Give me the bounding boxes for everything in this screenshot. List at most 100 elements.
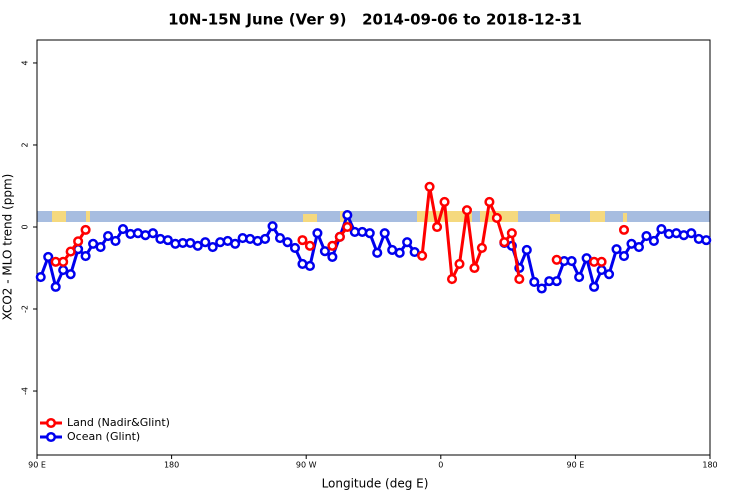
series-point xyxy=(469,262,480,274)
legend-label: Ocean (Glint) xyxy=(67,430,140,443)
x-tick-label: 0 xyxy=(438,461,443,470)
land-patch xyxy=(623,213,627,222)
y-tick-label: -2 xyxy=(21,305,30,313)
x-tick-label: 180 xyxy=(164,461,179,470)
series-point xyxy=(402,237,413,248)
series-point xyxy=(551,276,562,287)
series-point xyxy=(304,260,315,272)
series-point xyxy=(289,242,301,253)
legend-marker xyxy=(45,431,57,443)
series-point xyxy=(686,228,697,239)
series-point xyxy=(304,240,315,251)
series-point xyxy=(327,251,338,262)
series-point xyxy=(484,196,495,208)
series-point xyxy=(424,181,435,192)
y-tick-label: -4 xyxy=(21,387,30,395)
series-point xyxy=(65,269,76,280)
series-point xyxy=(342,210,353,221)
land-patch xyxy=(52,211,66,222)
series-point xyxy=(200,237,211,248)
series-point xyxy=(656,223,667,235)
series-point xyxy=(80,251,91,262)
series-point xyxy=(35,271,46,283)
series-point xyxy=(589,281,600,292)
land-patch xyxy=(550,214,560,222)
plot-frame xyxy=(36,39,711,456)
series-point xyxy=(147,228,158,239)
series-point xyxy=(648,235,659,246)
series-point xyxy=(364,228,375,239)
series-point xyxy=(409,246,420,258)
series-point xyxy=(491,212,502,224)
series-point xyxy=(282,237,293,248)
series-point xyxy=(596,256,607,267)
series-point xyxy=(274,233,286,244)
land-ocean-strip xyxy=(37,211,710,222)
ocean-band xyxy=(37,211,710,222)
series-point xyxy=(50,281,61,292)
series-point xyxy=(327,240,338,251)
series-point xyxy=(117,223,129,235)
x-tick-label: 180 xyxy=(702,461,717,470)
series-point xyxy=(551,254,562,265)
series-point xyxy=(574,271,585,283)
series-point xyxy=(432,221,443,233)
series-point xyxy=(446,274,458,285)
series-point xyxy=(192,240,203,251)
series-point xyxy=(80,224,91,235)
y-tick-label: 2 xyxy=(21,142,30,147)
series-point xyxy=(43,251,54,262)
series-point xyxy=(230,238,241,249)
series-point xyxy=(529,276,540,287)
series-point xyxy=(394,247,405,258)
series-point xyxy=(73,236,84,247)
series-point xyxy=(334,231,345,242)
x-tick-label: 90 E xyxy=(567,461,585,470)
series-point xyxy=(618,251,630,262)
series-point xyxy=(581,253,592,264)
series-point xyxy=(267,221,278,232)
series-point xyxy=(506,228,517,239)
series-point xyxy=(162,235,173,246)
series-point xyxy=(611,244,622,255)
y-axis-label: XCO2 - MLO trend (ppm) xyxy=(1,174,15,321)
land-patch xyxy=(303,214,317,222)
series-point xyxy=(514,274,525,285)
series-point xyxy=(260,233,271,244)
series-point xyxy=(521,244,532,256)
series-point xyxy=(207,242,218,253)
series-point xyxy=(319,246,330,257)
series-point xyxy=(641,230,652,242)
series-point xyxy=(110,235,121,246)
x-tick-label: 90 E xyxy=(28,461,46,470)
series-point xyxy=(476,242,487,253)
series-point xyxy=(566,255,577,267)
series-point xyxy=(65,246,76,257)
series-point xyxy=(58,256,69,267)
series-point xyxy=(379,228,390,239)
series-point xyxy=(297,235,308,246)
legend-marker xyxy=(45,417,57,429)
series-point xyxy=(604,269,615,280)
land-patch xyxy=(86,211,90,222)
series-point xyxy=(701,235,712,246)
legend-label: Land (Nadir&Glint) xyxy=(67,416,170,429)
series-point xyxy=(633,242,645,253)
series-point xyxy=(439,196,450,208)
series-point xyxy=(461,205,473,216)
x-axis-label: Longitude (deg E) xyxy=(322,477,429,491)
series-point xyxy=(342,221,353,233)
series-point xyxy=(499,237,510,248)
series-point xyxy=(312,228,323,239)
series-point xyxy=(536,283,547,294)
series-point xyxy=(454,258,465,269)
series-point xyxy=(417,250,428,261)
series-point xyxy=(102,230,114,242)
series-point xyxy=(618,224,630,235)
x-tick-label: 90 W xyxy=(296,461,317,470)
series-point xyxy=(372,247,383,258)
y-tick-label: 0 xyxy=(21,224,30,229)
y-tick-label: 4 xyxy=(21,60,30,65)
chart-title: 10N-15N June (Ver 9) 2014-09-06 to 2018-… xyxy=(168,11,582,29)
